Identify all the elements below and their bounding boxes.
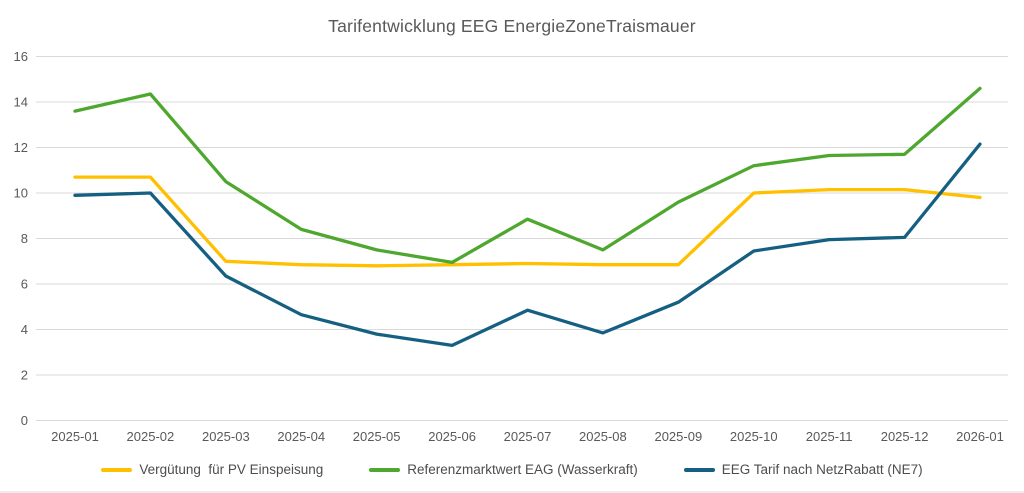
legend-label: EEG Tarif nach NetzRabatt (NE7): [721, 462, 923, 477]
y-axis-tick-label: 16: [14, 49, 28, 64]
x-axis-tick-label: 2025-05: [353, 429, 401, 444]
legend-line-marker: [369, 467, 401, 472]
x-axis-tick-label: 2025-11: [806, 429, 853, 444]
series-line-2: [73, 142, 982, 348]
y-axis-tick-label: 6: [21, 277, 28, 292]
y-axis-tick-label: 14: [14, 95, 28, 110]
legend-line-marker: [683, 467, 715, 472]
x-axis-tick-label: 2025-06: [428, 429, 476, 444]
series-line-1: [73, 86, 982, 265]
x-axis-tick-label: 2025-01: [51, 429, 99, 444]
legend-item-0: Vergütung für PV Einspeisung: [101, 462, 323, 477]
y-axis-tick-label: 0: [21, 413, 28, 428]
chart-legend: Vergütung für PV Einspeisung Referenzmark…: [0, 462, 1024, 477]
y-axis-tick-label: 2: [21, 368, 28, 383]
x-axis-tick-label: 2026-01: [956, 429, 1004, 444]
x-axis-tick-label: 2025-10: [730, 429, 778, 444]
x-axis-tick-label: 2025-04: [277, 429, 325, 444]
y-axis-tick-label: 12: [14, 140, 28, 155]
legend-item-1: Referenzmarktwert EAG (Wasserkraft): [369, 462, 638, 477]
x-axis-tick-label: 2025-12: [881, 429, 929, 444]
x-axis-tick-label: 2025-02: [127, 429, 175, 444]
y-axis-tick-label: 8: [21, 231, 28, 246]
x-axis-tick-label: 2025-03: [202, 429, 250, 444]
y-axis-tick-label: 10: [14, 186, 28, 201]
legend-label: Referenzmarktwert EAG (Wasserkraft): [407, 462, 638, 477]
x-axis-tick-label: 2025-07: [504, 429, 552, 444]
x-axis-tick-label: 2025-08: [579, 429, 627, 444]
legend-line-marker: [101, 467, 133, 472]
y-axis-tick-label: 4: [21, 322, 28, 337]
x-axis-tick-label: 2025-09: [654, 429, 702, 444]
legend-label: Vergütung für PV Einspeisung: [139, 462, 324, 477]
series-line-0: [73, 175, 982, 268]
legend-item-2: EEG Tarif nach NetzRabatt (NE7): [683, 462, 923, 477]
chart-title: Tarifentwicklung EEG EnergieZoneTraismau…: [328, 16, 696, 36]
